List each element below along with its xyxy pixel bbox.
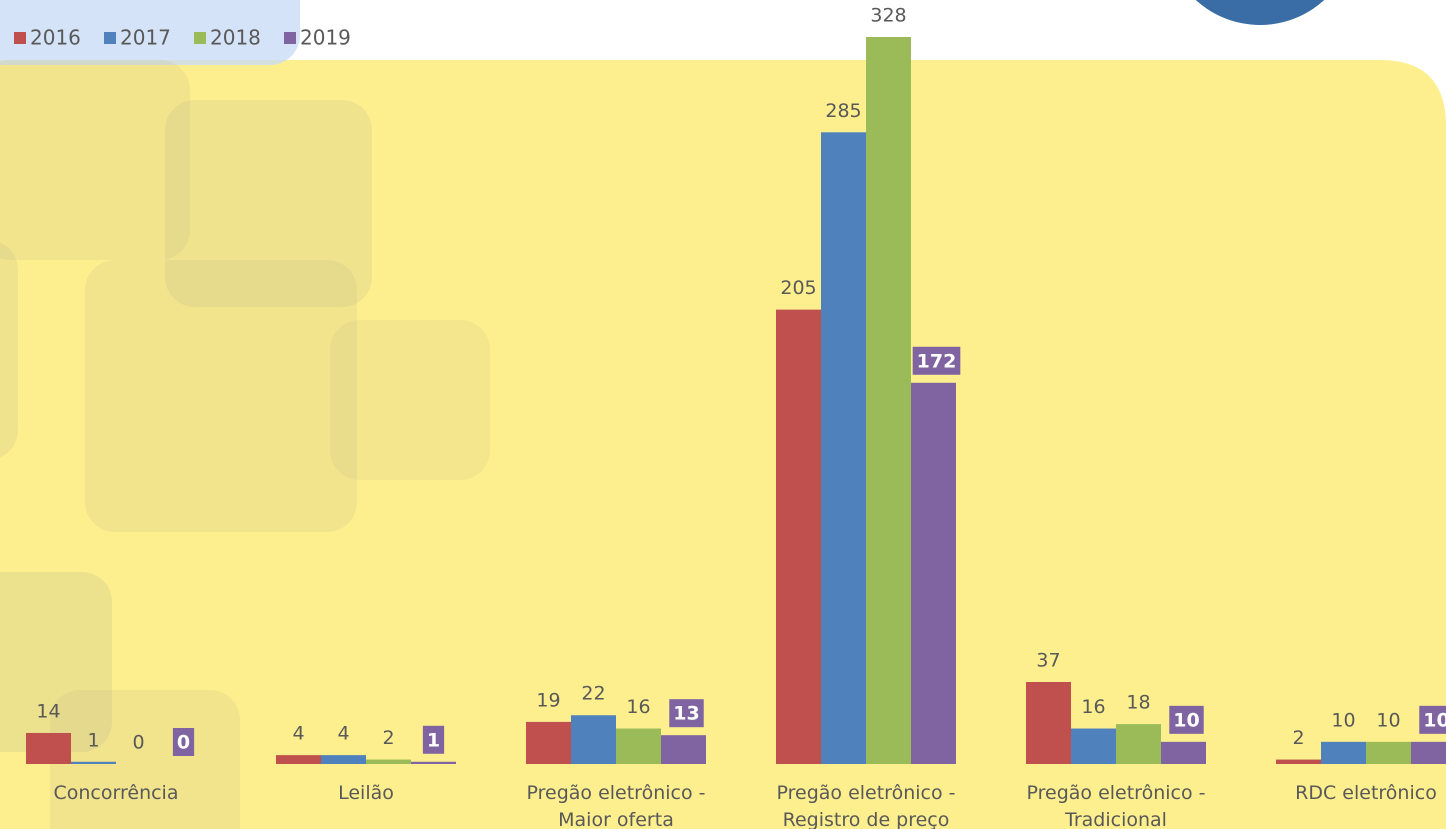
data-label: 22 bbox=[581, 683, 605, 705]
data-label: 10 bbox=[1331, 709, 1355, 731]
data-label: 4 bbox=[292, 723, 304, 745]
data-label: 1 bbox=[427, 729, 440, 751]
x-tick-label: Leilão bbox=[251, 780, 481, 807]
legend-swatch bbox=[284, 32, 296, 44]
data-label: 328 bbox=[870, 5, 906, 27]
legend-label: 2016 bbox=[30, 26, 81, 50]
bar bbox=[1321, 742, 1366, 764]
legend-swatch bbox=[104, 32, 116, 44]
data-label: 4 bbox=[337, 723, 349, 745]
bar bbox=[776, 310, 821, 764]
data-label: 172 bbox=[917, 350, 957, 372]
bar bbox=[1161, 742, 1206, 764]
data-label: 18 bbox=[1126, 692, 1150, 714]
x-tick-label: Pregão eletrônico - Tradicional bbox=[1001, 780, 1231, 829]
bar bbox=[1276, 760, 1321, 764]
decor-square bbox=[330, 320, 490, 480]
decor-square bbox=[0, 60, 190, 260]
legend-swatch bbox=[14, 32, 26, 44]
legend-label: 2019 bbox=[300, 26, 351, 50]
data-label: 19 bbox=[536, 689, 560, 711]
data-label: 16 bbox=[626, 696, 650, 718]
x-tick-label: RDC eletrônico bbox=[1251, 780, 1446, 807]
decor-square bbox=[50, 690, 240, 829]
bar bbox=[1411, 742, 1446, 764]
legend-label: 2018 bbox=[210, 26, 261, 50]
data-label: 10 bbox=[1173, 709, 1199, 731]
bar bbox=[1366, 742, 1411, 764]
data-label: 16 bbox=[1081, 696, 1105, 718]
data-label: 1 bbox=[87, 729, 99, 751]
data-label: 285 bbox=[825, 100, 861, 122]
x-tick-label: Pregão eletrônico - Maior oferta bbox=[501, 780, 731, 829]
bar bbox=[616, 729, 661, 764]
chart: 2016201720182019141004421192216132052853… bbox=[0, 0, 1446, 829]
data-label: 2 bbox=[1292, 727, 1304, 749]
bar bbox=[661, 735, 706, 764]
data-label: 10 bbox=[1423, 709, 1446, 731]
decor-square bbox=[0, 240, 18, 460]
data-label: 13 bbox=[673, 703, 699, 725]
bar bbox=[411, 762, 456, 764]
bar bbox=[821, 132, 866, 764]
data-label: 0 bbox=[132, 732, 144, 754]
bar bbox=[321, 755, 366, 764]
decor-square bbox=[85, 260, 357, 532]
bar bbox=[276, 755, 321, 764]
bar bbox=[1026, 682, 1071, 764]
bar bbox=[71, 762, 116, 764]
bar bbox=[866, 37, 911, 764]
bar bbox=[911, 383, 956, 764]
data-label: 0 bbox=[177, 732, 190, 754]
data-label: 10 bbox=[1376, 709, 1400, 731]
data-label: 2 bbox=[382, 727, 394, 749]
bar bbox=[571, 715, 616, 764]
data-label: 14 bbox=[36, 700, 60, 722]
x-tick-label: Pregão eletrônico - Registro de preço bbox=[751, 780, 981, 829]
bar bbox=[26, 733, 71, 764]
bar bbox=[526, 722, 571, 764]
legend-label: 2017 bbox=[120, 26, 171, 50]
x-tick-label: Concorrência bbox=[1, 780, 231, 807]
legend-swatch bbox=[194, 32, 206, 44]
data-label: 37 bbox=[1036, 649, 1060, 671]
data-label: 205 bbox=[780, 277, 816, 299]
bar bbox=[366, 760, 411, 764]
screen: 2016201720182019141004421192216132052853… bbox=[0, 0, 1446, 829]
decor-circle bbox=[1165, 0, 1355, 25]
bar bbox=[1116, 724, 1161, 764]
bar bbox=[1071, 729, 1116, 764]
